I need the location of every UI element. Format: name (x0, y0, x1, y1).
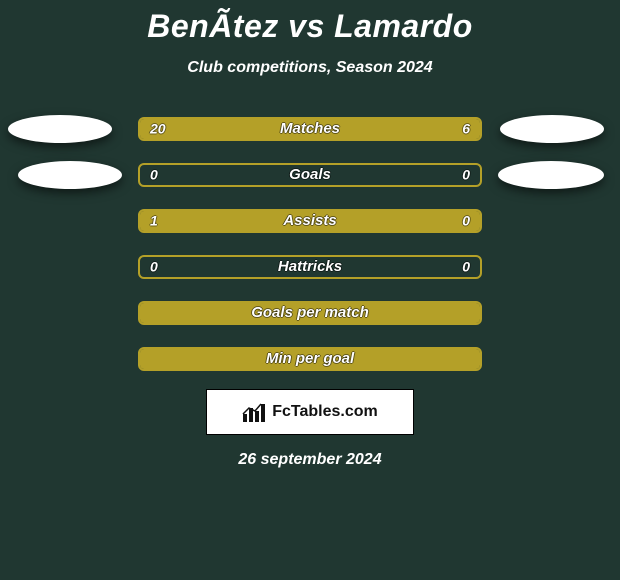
stat-value-left: 0 (150, 167, 158, 183)
footer-date: 26 september 2024 (0, 451, 620, 469)
comparison-row: 20 Matches 6 (0, 117, 620, 141)
stat-label: Goals per match (251, 304, 369, 321)
stat-label: Hattricks (278, 258, 342, 275)
stat-value-left: 1 (150, 213, 158, 229)
stat-value-right: 6 (462, 121, 470, 137)
stat-bar-matches: 20 Matches 6 (138, 117, 482, 141)
stat-value-left: 20 (150, 121, 166, 137)
stat-bar-goals-per-match: Goals per match (138, 301, 482, 325)
stat-value-right: 0 (462, 259, 470, 275)
comparison-row: Min per goal (0, 347, 620, 371)
stat-label: Assists (283, 212, 336, 229)
footer-brand-box: FcTables.com (206, 389, 414, 435)
comparison-row: 0 Hattricks 0 (0, 255, 620, 279)
stat-label: Matches (280, 120, 340, 137)
player-right-ellipse (500, 115, 604, 143)
bar-fill-left (140, 119, 392, 139)
stat-value-right: 0 (462, 213, 470, 229)
stat-bar-goals: 0 Goals 0 (138, 163, 482, 187)
page-subtitle: Club competitions, Season 2024 (0, 59, 620, 77)
stat-value-right: 0 (462, 167, 470, 183)
stat-label: Goals (289, 166, 331, 183)
stat-bar-min-per-goal: Min per goal (138, 347, 482, 371)
comparison-row: 0 Goals 0 (0, 163, 620, 187)
stat-bar-assists: 1 Assists 0 (138, 209, 482, 233)
stat-label: Min per goal (266, 350, 354, 367)
player-left-ellipse (18, 161, 122, 189)
bar-fill-left (140, 211, 392, 231)
page-title: BenÃ­tez vs Lamardo (0, 0, 620, 45)
comparison-rows: 20 Matches 6 0 Goals 0 1 Assists 0 (0, 117, 620, 371)
player-left-ellipse (8, 115, 112, 143)
footer-brand-text: FcTables.com (272, 403, 378, 421)
stat-bar-hattricks: 0 Hattricks 0 (138, 255, 482, 279)
bar-chart-icon (242, 402, 266, 422)
stat-value-left: 0 (150, 259, 158, 275)
comparison-row: 1 Assists 0 (0, 209, 620, 233)
comparison-row: Goals per match (0, 301, 620, 325)
player-right-ellipse (498, 161, 604, 189)
